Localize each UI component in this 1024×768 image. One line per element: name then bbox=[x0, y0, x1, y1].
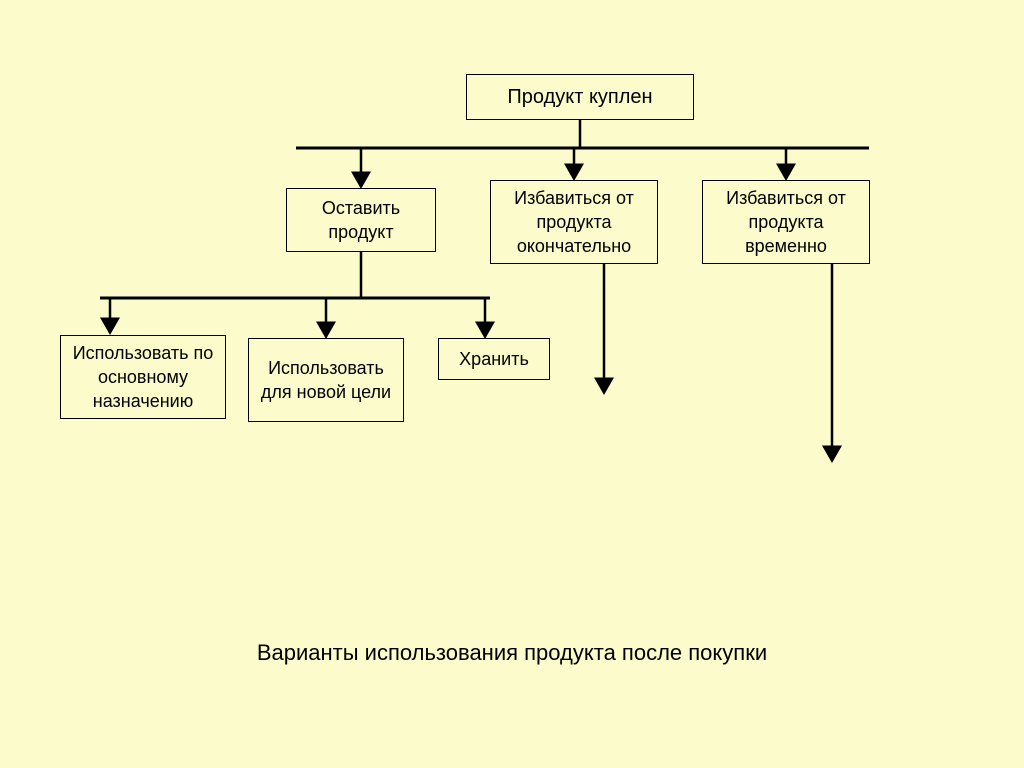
caption: Варианты использования продукта после по… bbox=[0, 640, 1024, 666]
node-store: Хранить bbox=[438, 338, 550, 380]
node-root: Продукт куплен bbox=[466, 74, 694, 120]
node-final: Избавиться от продукта окончательно bbox=[490, 180, 658, 264]
node-temp: Избавиться от продукта временно bbox=[702, 180, 870, 264]
node-keep: Оставить продукт bbox=[286, 188, 436, 252]
node-usemain: Использовать по основному назначению bbox=[60, 335, 226, 419]
node-usenew: Использовать для новой цели bbox=[248, 338, 404, 422]
